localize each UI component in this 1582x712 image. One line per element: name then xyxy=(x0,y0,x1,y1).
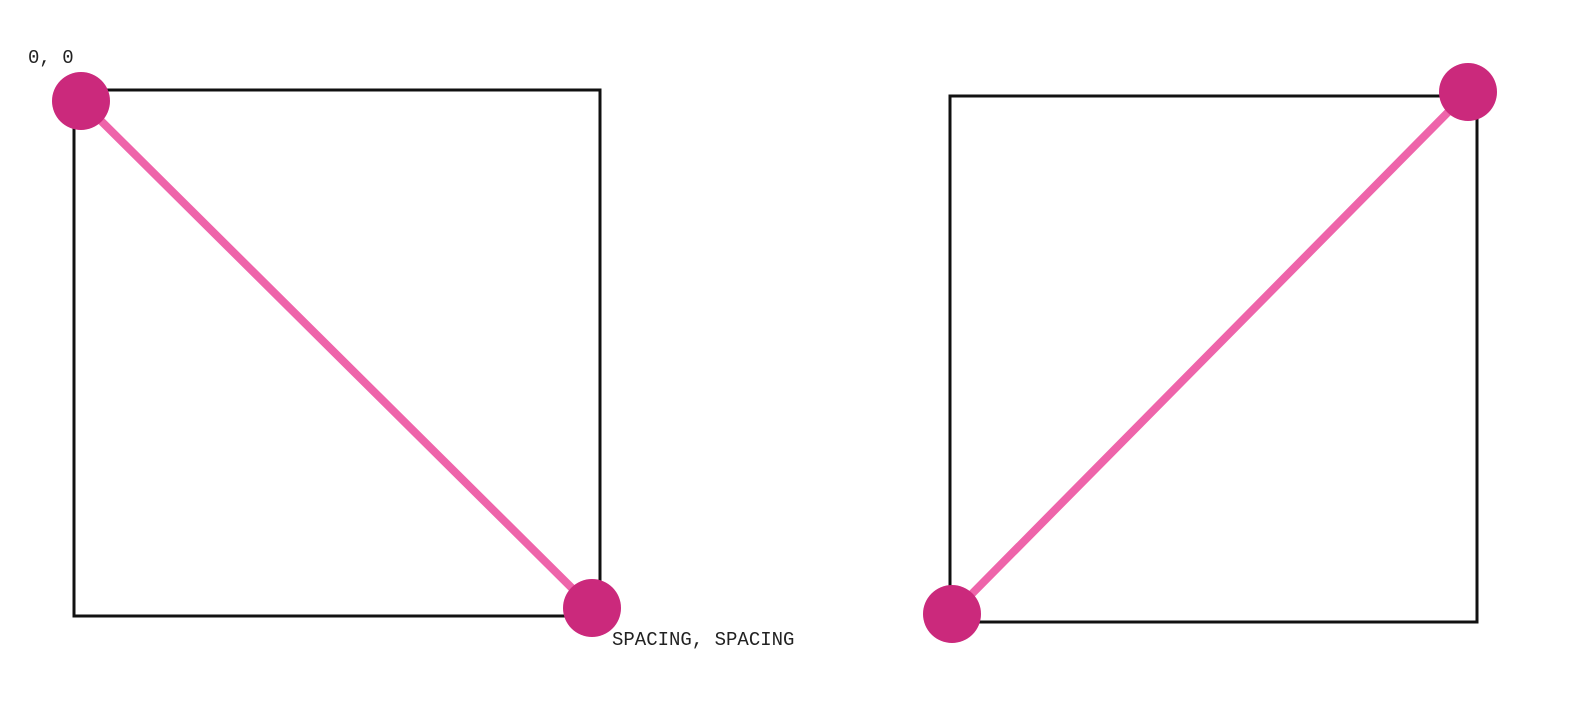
right-diagonal-line xyxy=(948,88,1472,618)
right-square xyxy=(948,94,1479,624)
right-end-dot xyxy=(1439,63,1497,121)
left-diagram: 0, 0 SPACING, SPACING xyxy=(28,47,794,651)
left-start-dot xyxy=(52,72,110,130)
end-coordinate-label: SPACING, SPACING xyxy=(612,629,794,651)
left-square xyxy=(72,88,602,618)
left-end-dot xyxy=(563,579,621,637)
left-diagonal-line xyxy=(77,97,596,612)
start-coordinate-label: 0, 0 xyxy=(28,47,74,69)
right-start-dot xyxy=(923,585,981,643)
right-diagram xyxy=(923,63,1497,643)
